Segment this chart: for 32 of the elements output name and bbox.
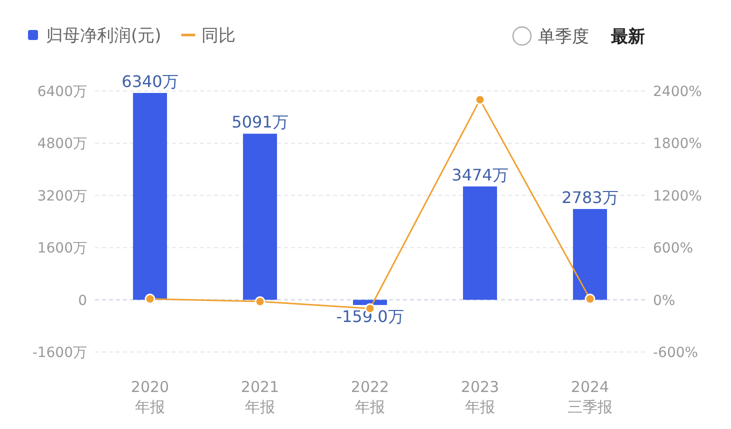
x-tick-label: 2024 三季报 [568,378,612,416]
y-tick-label: -1600万 [32,345,87,361]
bar [133,92,167,300]
text: 单季度 [538,27,589,47]
point [144,294,156,304]
y-tick-label: 1600万 [37,240,87,257]
y2-tick-label: 2400% [653,84,702,100]
bar [573,209,607,300]
data-label: 3474万 [452,165,508,184]
point [584,294,596,304]
text: 最新 [610,27,645,47]
y-tick-label: 6400万 [37,84,87,100]
y2-tick-label: -600% [653,345,698,361]
bar [243,134,277,300]
y2-tick-label: 1800% [653,136,702,152]
y2-tick-label: 0% [653,292,676,309]
y2-tick-label: 1200% [653,188,702,204]
y-tick-label: 4800万 [37,136,87,152]
data-label: 2783万 [562,188,618,208]
y-tick-label: 0 [78,292,87,309]
x-tick-label: 2022 年报 [350,378,390,416]
point [254,296,266,307]
bar [463,186,497,300]
legend-label: 同比 [201,26,236,46]
x-tick-label: 2020 年报 [130,378,170,416]
x-tick-label: 2023 年报 [460,378,500,416]
y-tick-label: 3200万 [37,188,87,204]
legend-label: 归母净利润(元) [46,26,162,46]
y2-tick-label: 600% [653,240,694,257]
data-label: 6340万 [122,72,178,91]
x-tick-label: 2021 年报 [240,378,280,416]
data-label: 5091万 [232,112,288,132]
